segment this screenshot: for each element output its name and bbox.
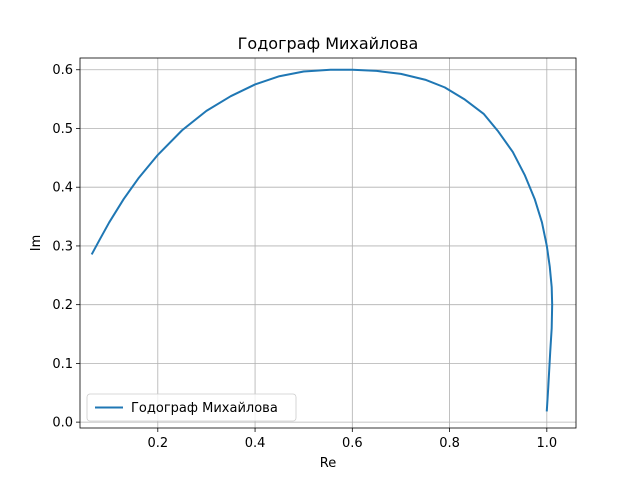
- x-tick-label: 1.0: [536, 436, 557, 451]
- y-axis-label: Im: [29, 235, 44, 252]
- x-tick-label: 0.2: [147, 436, 168, 451]
- series-line-0: [90, 68, 554, 412]
- y-tick-label: 0.0: [52, 416, 73, 431]
- x-tick-label: 0.4: [245, 436, 266, 451]
- y-tick-label: 0.6: [52, 63, 73, 78]
- y-tick-label: 0.1: [52, 357, 73, 372]
- x-tick-label: 0.8: [439, 436, 460, 451]
- y-tick-label: 0.5: [52, 122, 73, 137]
- chart-title: Годограф Михайлова: [238, 34, 419, 53]
- axes-frame: [79, 57, 577, 429]
- x-tick-label: 0.6: [342, 436, 363, 451]
- grid-lines: [80, 58, 576, 428]
- axis-ticks: 0.2 0.4 0.6 0.8 1.0 0.0 0.1 0.2 0.3 0.4 0.5 0.6: [52, 63, 557, 451]
- y-tick-label: 0.2: [52, 298, 73, 313]
- series-layer: [90, 68, 554, 412]
- y-tick-label: 0.3: [52, 239, 73, 254]
- y-tick-label: 0.4: [52, 181, 73, 196]
- legend-entry-label: Годограф Михайлова: [131, 401, 278, 416]
- legend: Годограф Михайлова: [86, 393, 297, 422]
- legend-box: [86, 393, 297, 422]
- x-axis-label: Re: [320, 456, 336, 471]
